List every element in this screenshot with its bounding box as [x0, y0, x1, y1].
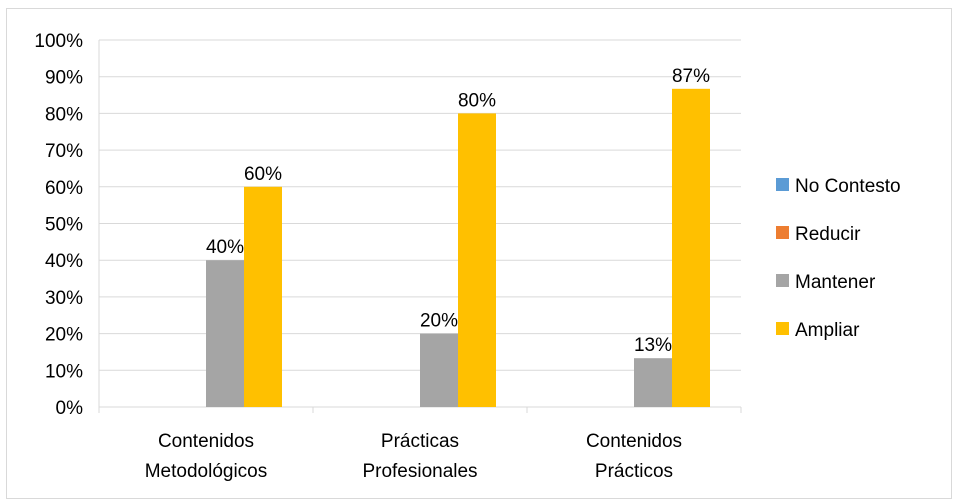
- data-label: 80%: [458, 90, 496, 111]
- x-category-label: Metodológicos: [145, 461, 268, 482]
- bar: [634, 358, 672, 407]
- y-tick-label: 20%: [45, 325, 83, 346]
- legend-swatch: [776, 178, 789, 191]
- bar: [420, 333, 458, 407]
- x-category-label: Profesionales: [362, 461, 477, 482]
- x-category-label: Prácticos: [595, 461, 673, 482]
- y-tick-label: 80%: [45, 104, 83, 125]
- y-tick-label: 100%: [34, 31, 83, 52]
- y-tick-label: 30%: [45, 288, 83, 309]
- bar: [206, 260, 244, 407]
- legend-label: No Contesto: [795, 176, 901, 197]
- legend-label: Ampliar: [795, 320, 860, 341]
- bar: [672, 88, 710, 407]
- y-tick-label: 60%: [45, 178, 83, 199]
- x-category-label: Contenidos: [158, 431, 254, 452]
- legend-label: Mantener: [795, 272, 876, 293]
- x-category-label: Prácticas: [381, 431, 459, 452]
- y-tick-label: 40%: [45, 251, 83, 272]
- x-category-label: Contenidos: [586, 431, 682, 452]
- data-label: 40%: [206, 237, 244, 258]
- legend-swatch: [776, 274, 789, 287]
- data-label: 13%: [634, 335, 672, 356]
- data-label: 20%: [420, 311, 458, 332]
- y-tick-label: 70%: [45, 141, 83, 162]
- bar: [458, 113, 496, 408]
- y-tick-label: 90%: [45, 68, 83, 89]
- data-label: 87%: [672, 66, 710, 87]
- y-tick-label: 50%: [45, 215, 83, 236]
- data-label: 60%: [244, 164, 282, 185]
- legend-swatch: [776, 322, 789, 335]
- legend-label: Reducir: [795, 224, 861, 245]
- y-tick-label: 0%: [56, 398, 84, 419]
- legend-swatch: [776, 226, 789, 239]
- bar: [244, 186, 282, 407]
- y-tick-label: 10%: [45, 361, 83, 382]
